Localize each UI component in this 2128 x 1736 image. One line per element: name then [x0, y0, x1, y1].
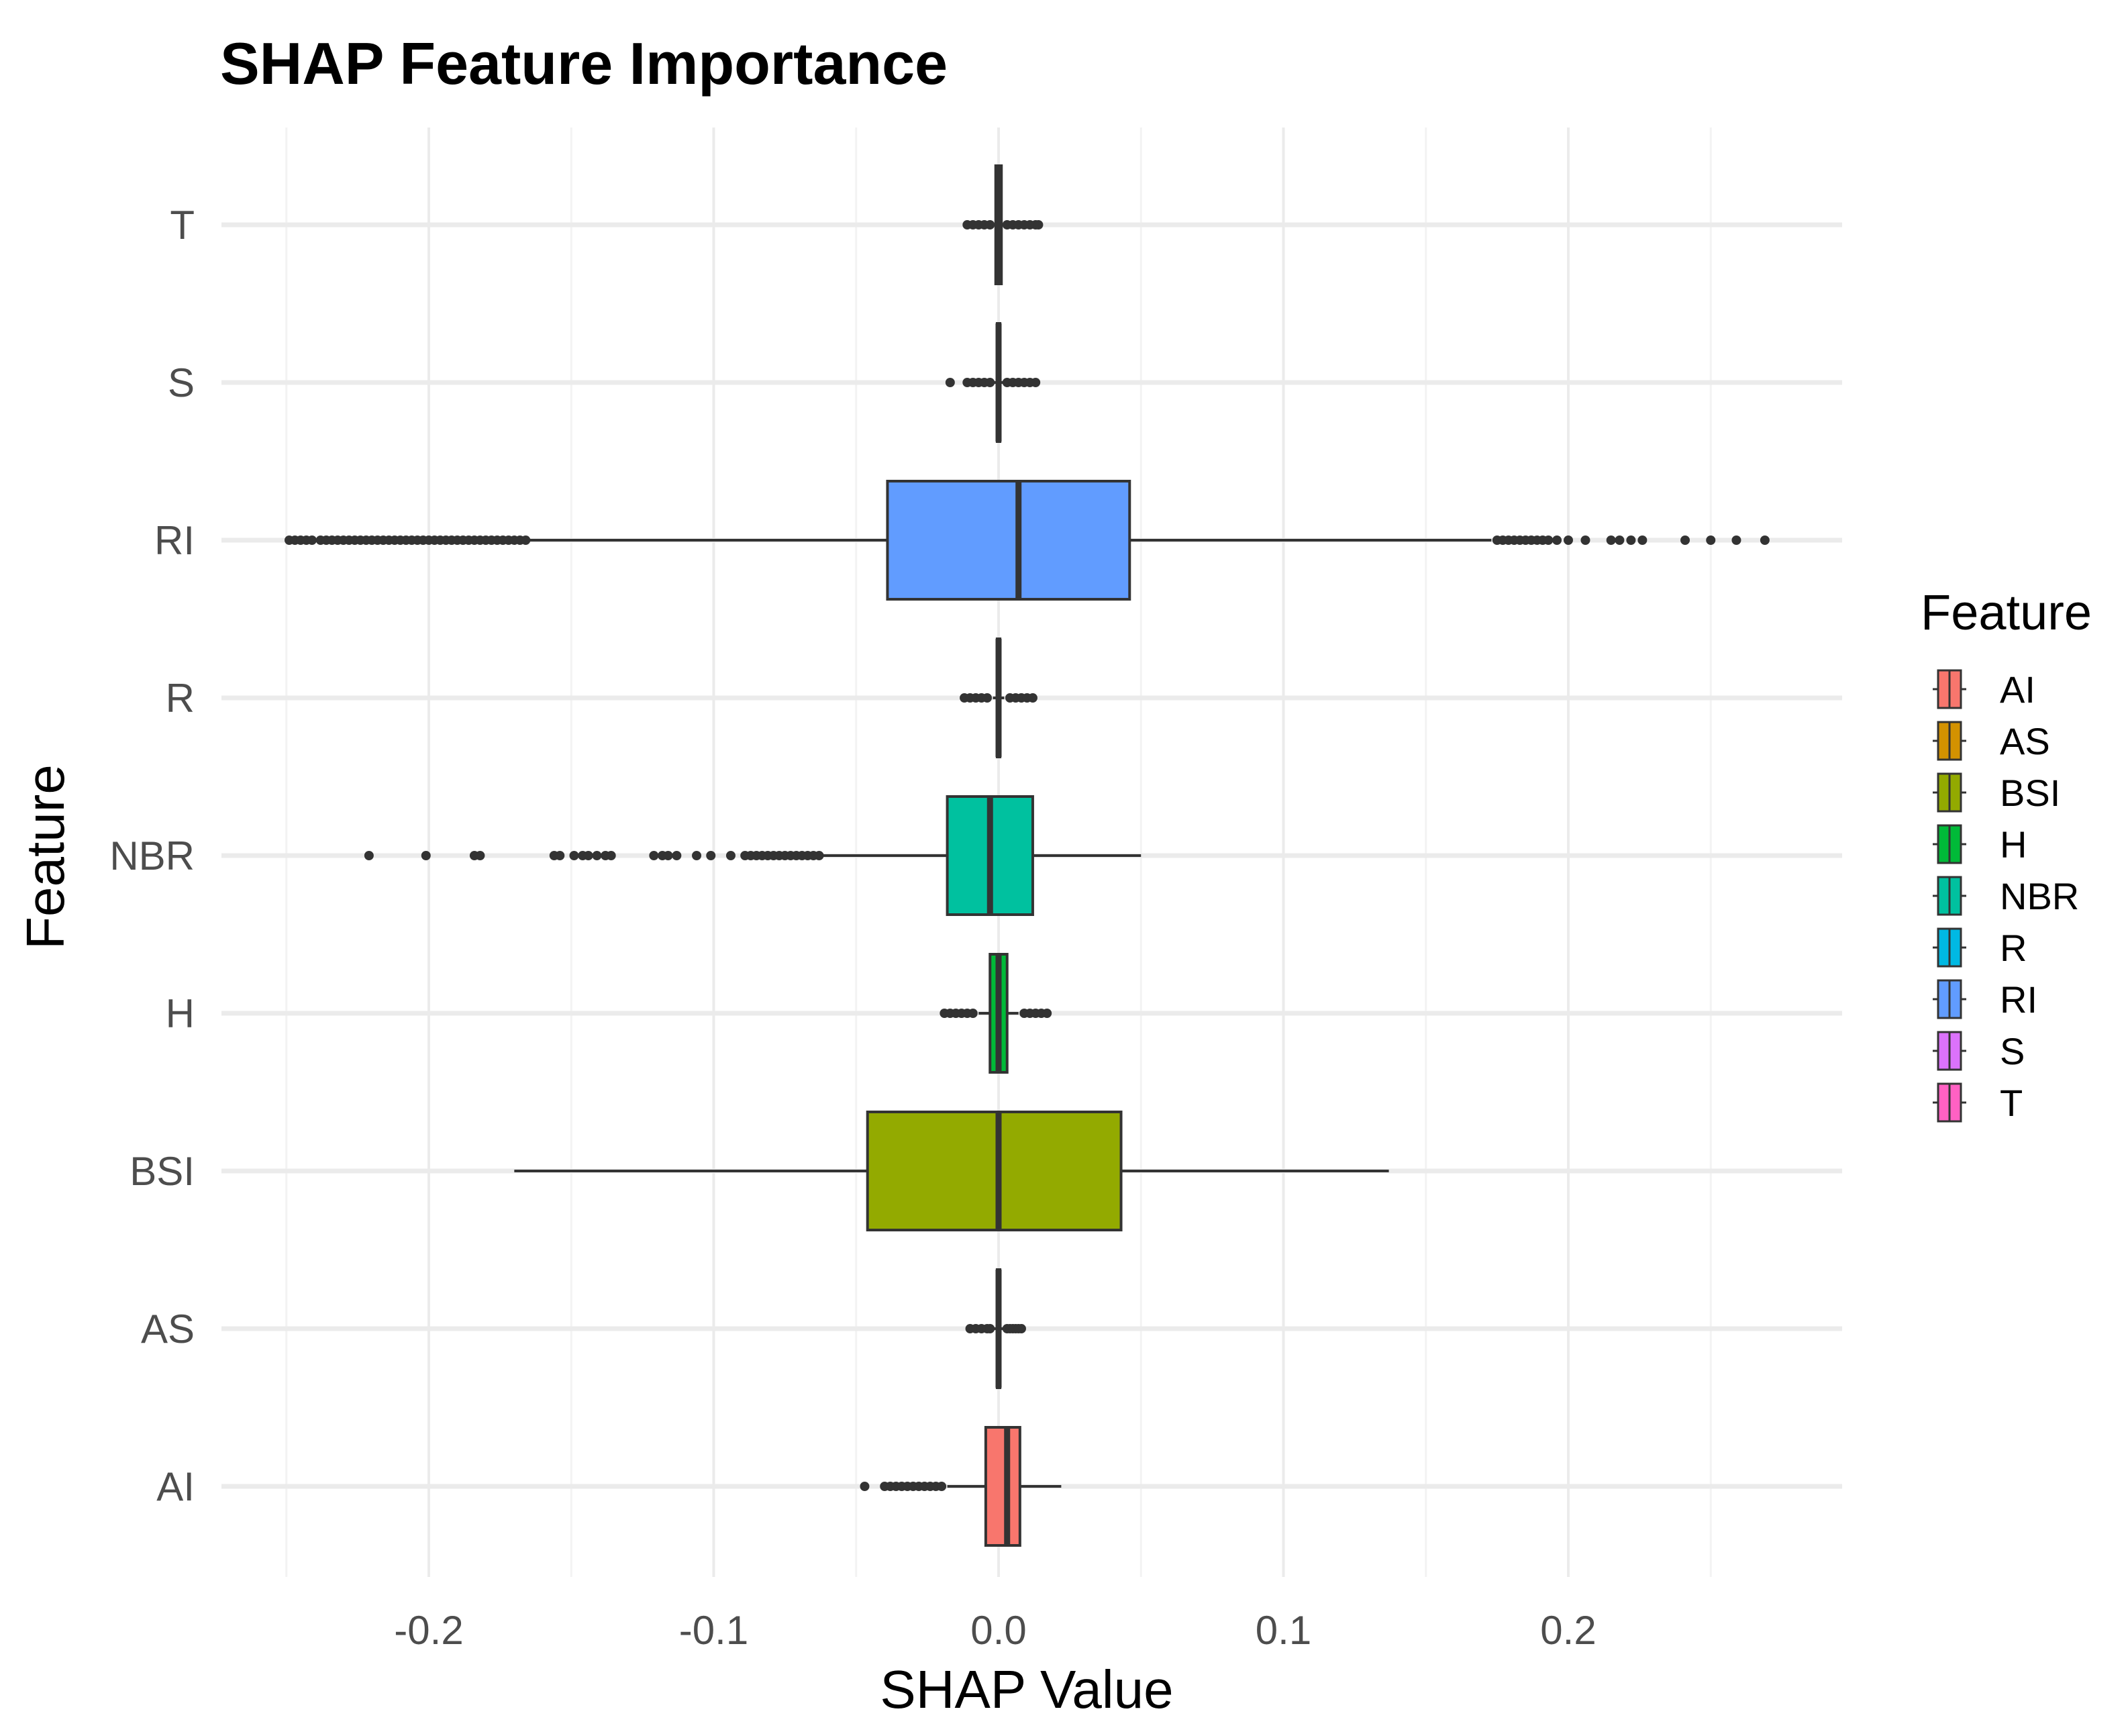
legend-label: R	[2000, 927, 2027, 969]
x-tick-label: 0.0	[970, 1608, 1026, 1653]
outlier-point	[1564, 535, 1573, 545]
outlier-point	[1552, 535, 1562, 545]
outlier-point	[945, 378, 955, 387]
legend-item-ai: AI	[1933, 668, 2035, 711]
outlier-point	[364, 851, 374, 860]
outlier-point	[649, 851, 659, 860]
chart-title: SHAP Feature Importance	[220, 30, 948, 97]
outlier-point	[706, 851, 716, 860]
legend-item-as: AS	[1933, 720, 2050, 762]
y-tick-label: R	[166, 676, 195, 721]
legend-label: AI	[2000, 668, 2035, 711]
legend-item-h: H	[1933, 823, 2027, 866]
legend-title: Feature	[1921, 584, 2092, 640]
legend-label: AS	[2000, 720, 2050, 762]
outlier-point	[814, 851, 824, 860]
outlier-point	[985, 378, 995, 387]
legend-label: BSI	[2000, 772, 2060, 814]
outlier-point	[982, 693, 993, 703]
boxplot-ri	[284, 480, 1770, 601]
y-tick-label: NBR	[109, 833, 195, 878]
outlier-point	[692, 851, 702, 860]
y-axis-title: Feature	[15, 764, 75, 950]
y-tick-label: AI	[156, 1464, 195, 1509]
outlier-point	[672, 851, 682, 860]
boxplots	[284, 164, 1770, 1547]
outlier-point	[521, 535, 531, 545]
box	[886, 480, 1131, 601]
legend-label: NBR	[2000, 875, 2079, 917]
legend-label: T	[2000, 1082, 2023, 1124]
outlier-point	[1731, 535, 1741, 545]
outlier-point	[555, 851, 565, 860]
legend-label: H	[2000, 823, 2027, 866]
outlier-point	[1016, 1324, 1026, 1333]
outlier-point	[663, 851, 673, 860]
y-tick-label: S	[168, 360, 195, 405]
outlier-point	[1626, 535, 1636, 545]
outlier-point	[1027, 693, 1037, 703]
x-axis-ticks: -0.2 -0.1 0.0 0.1 0.2	[394, 1608, 1596, 1653]
boxplot-s	[945, 322, 1041, 443]
legend-item-nbr: NBR	[1933, 875, 2079, 917]
outlier-point	[1680, 535, 1690, 545]
legend: Feature AI AS BSI H NBR R RI ST	[1921, 584, 2092, 1124]
x-tick-label: 0.2	[1540, 1608, 1596, 1653]
x-tick-label: -0.2	[394, 1608, 463, 1653]
outlier-point	[1606, 535, 1616, 545]
boxplot-h	[940, 953, 1052, 1074]
outlier-point	[475, 851, 485, 860]
y-tick-label: H	[166, 991, 195, 1036]
outlier-point	[1760, 535, 1770, 545]
outlier-point	[1637, 535, 1648, 545]
outlier-point	[1031, 378, 1041, 387]
y-axis-ticks: T S RI R NBR H BSI AS AI	[109, 203, 195, 1509]
outlier-point	[937, 1482, 947, 1491]
outlier-point	[985, 1324, 995, 1333]
outlier-point	[860, 1482, 870, 1491]
x-tick-label: 0.1	[1256, 1608, 1311, 1653]
outlier-point	[569, 851, 579, 860]
boxplot-bsi	[514, 1111, 1389, 1231]
outlier-point	[985, 220, 995, 229]
outlier-point	[1042, 1009, 1052, 1018]
box	[984, 1426, 1021, 1547]
legend-item-t: T	[1933, 1082, 2023, 1124]
y-tick-label: AS	[141, 1307, 195, 1351]
legend-item-ri: RI	[1933, 978, 2037, 1021]
outlier-point	[1615, 535, 1625, 545]
box	[866, 1111, 1123, 1231]
outlier-point	[1706, 535, 1716, 545]
outlier-point	[421, 851, 431, 860]
outlier-point	[968, 1009, 978, 1018]
outlier-point	[606, 851, 616, 860]
y-tick-label: T	[170, 203, 195, 248]
boxplot-r	[960, 637, 1037, 758]
boxplot-as	[965, 1268, 1026, 1389]
x-tick-label: -0.1	[679, 1608, 748, 1653]
outlier-point	[307, 535, 317, 545]
legend-label: RI	[2000, 978, 2037, 1021]
boxplot-t	[962, 164, 1044, 285]
legend-label: S	[2000, 1030, 2025, 1072]
outlier-point	[583, 851, 593, 860]
boxplot-nbr	[364, 795, 1142, 916]
outlier-point	[1543, 535, 1554, 545]
x-axis-title: SHAP Value	[880, 1660, 1173, 1719]
legend-item-bsi: BSI	[1933, 772, 2060, 814]
outlier-point	[592, 851, 602, 860]
outlier-point	[1580, 535, 1590, 545]
outlier-point	[725, 851, 736, 860]
outlier-point	[1033, 220, 1044, 229]
boxplot-ai	[860, 1426, 1062, 1547]
legend-item-r: R	[1933, 927, 2027, 969]
y-tick-label: RI	[154, 518, 195, 563]
y-tick-label: BSI	[130, 1149, 195, 1194]
legend-item-s: S	[1933, 1030, 2025, 1072]
